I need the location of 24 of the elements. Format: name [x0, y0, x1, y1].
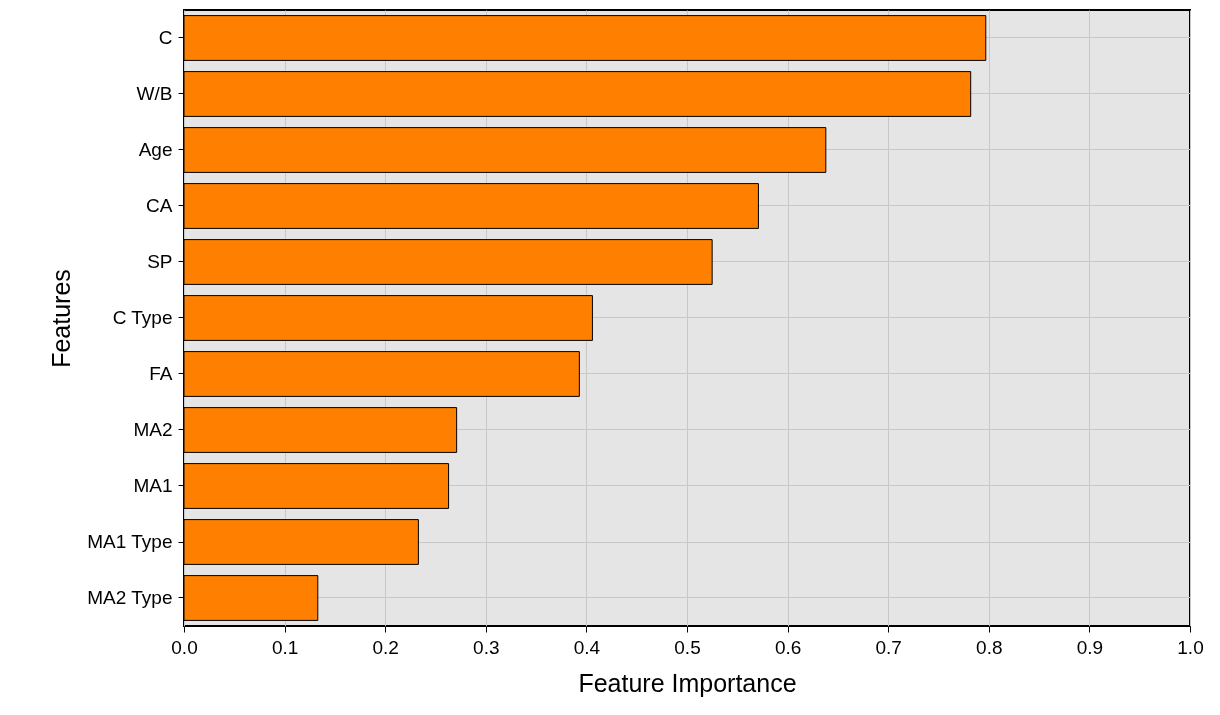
x-tick-label: 0.3 — [473, 636, 500, 658]
x-tick-label: 0.0 — [171, 636, 198, 658]
x-axis-title: Feature Importance — [578, 668, 797, 697]
x-tick-label: 0.2 — [372, 636, 399, 658]
y-tick-label: CA — [146, 195, 173, 216]
x-tick-label: 0.9 — [1076, 636, 1104, 658]
y-tick-label: MA2 Type — [87, 587, 173, 608]
x-tick-label: 0.8 — [976, 636, 1003, 658]
y-tick-label: MA2 — [133, 419, 173, 440]
y-tick-label: C Type — [112, 307, 173, 328]
x-tick-label: 0.1 — [271, 636, 299, 658]
y-tick-label: MA1 Type — [87, 531, 173, 552]
x-tick-label: 0.4 — [573, 636, 601, 658]
y-tick-label: C — [158, 27, 173, 48]
x-tick-label: 0.5 — [674, 636, 701, 658]
x-tick-label: 0.6 — [774, 636, 802, 658]
y-tick-label: MA1 — [133, 475, 173, 496]
x-tick-label: 0.7 — [875, 636, 902, 658]
y-tick-label: W/B — [136, 83, 173, 104]
y-tick-label: FA — [149, 363, 173, 384]
y-tick-label: Age — [138, 139, 173, 160]
x-tick-label: 1.0 — [1177, 636, 1204, 658]
y-axis-title: Features — [46, 269, 75, 368]
y-tick-label: SP — [147, 251, 173, 272]
